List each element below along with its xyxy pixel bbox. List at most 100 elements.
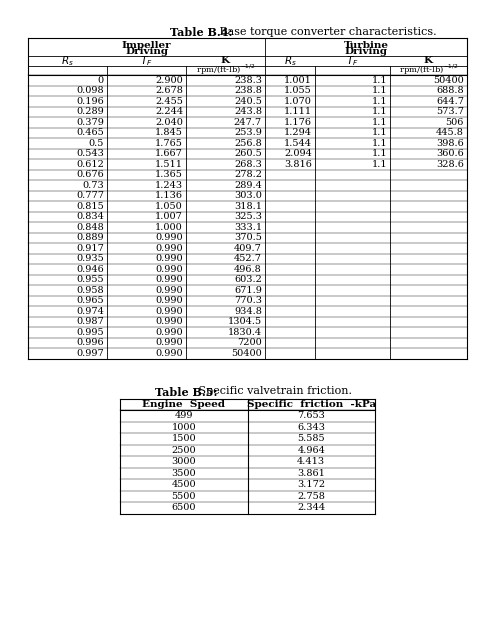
Text: 0.098: 0.098: [76, 86, 104, 95]
Text: 3.172: 3.172: [297, 480, 325, 489]
Text: 1.511: 1.511: [155, 160, 183, 169]
Text: 0.543: 0.543: [76, 149, 104, 158]
Text: 1.765: 1.765: [155, 139, 183, 148]
Text: 688.8: 688.8: [437, 86, 464, 95]
Text: 1500: 1500: [171, 435, 196, 444]
Text: rpm/(ft-lb)$^{-1/2}$: rpm/(ft-lb)$^{-1/2}$: [196, 63, 255, 77]
Text: 573.7: 573.7: [436, 108, 464, 116]
Text: 238.3: 238.3: [234, 76, 262, 84]
Text: Driving: Driving: [125, 47, 168, 56]
Text: 0.289: 0.289: [76, 108, 104, 116]
Text: 499: 499: [175, 412, 193, 420]
Text: Specific valvetrain friction.: Specific valvetrain friction.: [195, 387, 352, 397]
Text: 256.8: 256.8: [234, 139, 262, 148]
Text: 0.997: 0.997: [76, 349, 104, 358]
Text: 2.344: 2.344: [297, 503, 325, 512]
Text: 1.1: 1.1: [371, 108, 387, 116]
Text: 289.4: 289.4: [234, 180, 262, 189]
Text: 2.094: 2.094: [284, 149, 312, 158]
Text: 1.1: 1.1: [371, 160, 387, 169]
Text: 0.990: 0.990: [155, 339, 183, 348]
Text: 0.815: 0.815: [76, 202, 104, 211]
Text: 1.1: 1.1: [371, 128, 387, 137]
Text: rpm/(ft-lb)$^{-1/2}$: rpm/(ft-lb)$^{-1/2}$: [398, 63, 458, 77]
Text: 1.055: 1.055: [284, 86, 312, 95]
Text: 644.7: 644.7: [436, 97, 464, 106]
Text: 3.861: 3.861: [297, 468, 325, 477]
Text: 398.6: 398.6: [436, 139, 464, 148]
Text: 303.0: 303.0: [234, 191, 262, 200]
Text: 0.990: 0.990: [155, 233, 183, 243]
Text: 243.8: 243.8: [234, 108, 262, 116]
Text: 4.964: 4.964: [297, 445, 325, 455]
Text: K: K: [221, 56, 230, 65]
Text: Table B.5:: Table B.5:: [155, 387, 217, 397]
Text: 268.3: 268.3: [234, 160, 262, 169]
Text: 0.990: 0.990: [155, 244, 183, 253]
Text: Table B.4:: Table B.4:: [170, 27, 233, 38]
Text: 0.990: 0.990: [155, 275, 183, 284]
Text: 3500: 3500: [171, 468, 196, 477]
Text: 4500: 4500: [171, 480, 196, 489]
Text: 247.7: 247.7: [234, 118, 262, 127]
Text: 0.889: 0.889: [76, 233, 104, 243]
Text: 1.111: 1.111: [284, 108, 312, 116]
Text: 360.6: 360.6: [436, 149, 464, 158]
Text: 1.050: 1.050: [155, 202, 183, 211]
Text: 0.965: 0.965: [76, 296, 104, 305]
Text: $T_F$: $T_F$: [346, 54, 359, 68]
Text: 1.1: 1.1: [371, 86, 387, 95]
Text: 1830.4: 1830.4: [228, 328, 262, 337]
Text: Turbine: Turbine: [344, 40, 389, 49]
Text: 0.465: 0.465: [76, 128, 104, 137]
Text: 6500: 6500: [171, 503, 196, 512]
Text: 0.917: 0.917: [76, 244, 104, 253]
Text: 671.9: 671.9: [234, 285, 262, 295]
Text: 0.612: 0.612: [76, 160, 104, 169]
Text: 2.900: 2.900: [155, 76, 183, 84]
Text: 2.244: 2.244: [155, 108, 183, 116]
Text: 0.990: 0.990: [155, 317, 183, 326]
Text: 1.1: 1.1: [371, 149, 387, 158]
Text: Impeller: Impeller: [122, 40, 171, 49]
Text: 328.6: 328.6: [436, 160, 464, 169]
Text: 0.777: 0.777: [76, 191, 104, 200]
Text: 1.365: 1.365: [155, 170, 183, 179]
Text: 1.007: 1.007: [155, 212, 183, 221]
Text: 409.7: 409.7: [234, 244, 262, 253]
Text: 0.676: 0.676: [76, 170, 104, 179]
Text: 0.990: 0.990: [155, 328, 183, 337]
Text: 1.1: 1.1: [371, 97, 387, 106]
Text: 260.5: 260.5: [234, 149, 262, 158]
Text: Base torque converter characteristics.: Base torque converter characteristics.: [216, 27, 437, 37]
Text: 0.958: 0.958: [76, 285, 104, 295]
Text: 3.816: 3.816: [284, 160, 312, 169]
Text: Specific  friction  -kPa: Specific friction -kPa: [247, 400, 376, 409]
Text: 603.2: 603.2: [234, 275, 262, 284]
Text: 0.990: 0.990: [155, 254, 183, 263]
Text: 1.136: 1.136: [155, 191, 183, 200]
Text: $R_s$: $R_s$: [61, 54, 74, 68]
Text: 0.5: 0.5: [89, 139, 104, 148]
Text: Driving: Driving: [345, 47, 388, 56]
Text: 0: 0: [98, 76, 104, 84]
Text: 0.990: 0.990: [155, 307, 183, 316]
Text: 1.1: 1.1: [371, 76, 387, 84]
Text: 1.294: 1.294: [284, 128, 312, 137]
Text: 1.243: 1.243: [155, 180, 183, 189]
Text: 370.5: 370.5: [234, 233, 262, 243]
Text: 278.2: 278.2: [234, 170, 262, 179]
Text: 2.455: 2.455: [155, 97, 183, 106]
Text: 253.9: 253.9: [234, 128, 262, 137]
Text: 333.1: 333.1: [234, 223, 262, 232]
Text: 1.1: 1.1: [371, 139, 387, 148]
Text: $R_s$: $R_s$: [284, 54, 297, 68]
Text: Engine  Speed: Engine Speed: [142, 400, 225, 409]
Text: 0.196: 0.196: [76, 97, 104, 106]
Text: 0.990: 0.990: [155, 349, 183, 358]
Text: 7200: 7200: [237, 339, 262, 348]
Text: K: K: [424, 56, 433, 65]
Text: 506: 506: [446, 118, 464, 127]
Text: 445.8: 445.8: [436, 128, 464, 137]
Text: 1.000: 1.000: [155, 223, 183, 232]
